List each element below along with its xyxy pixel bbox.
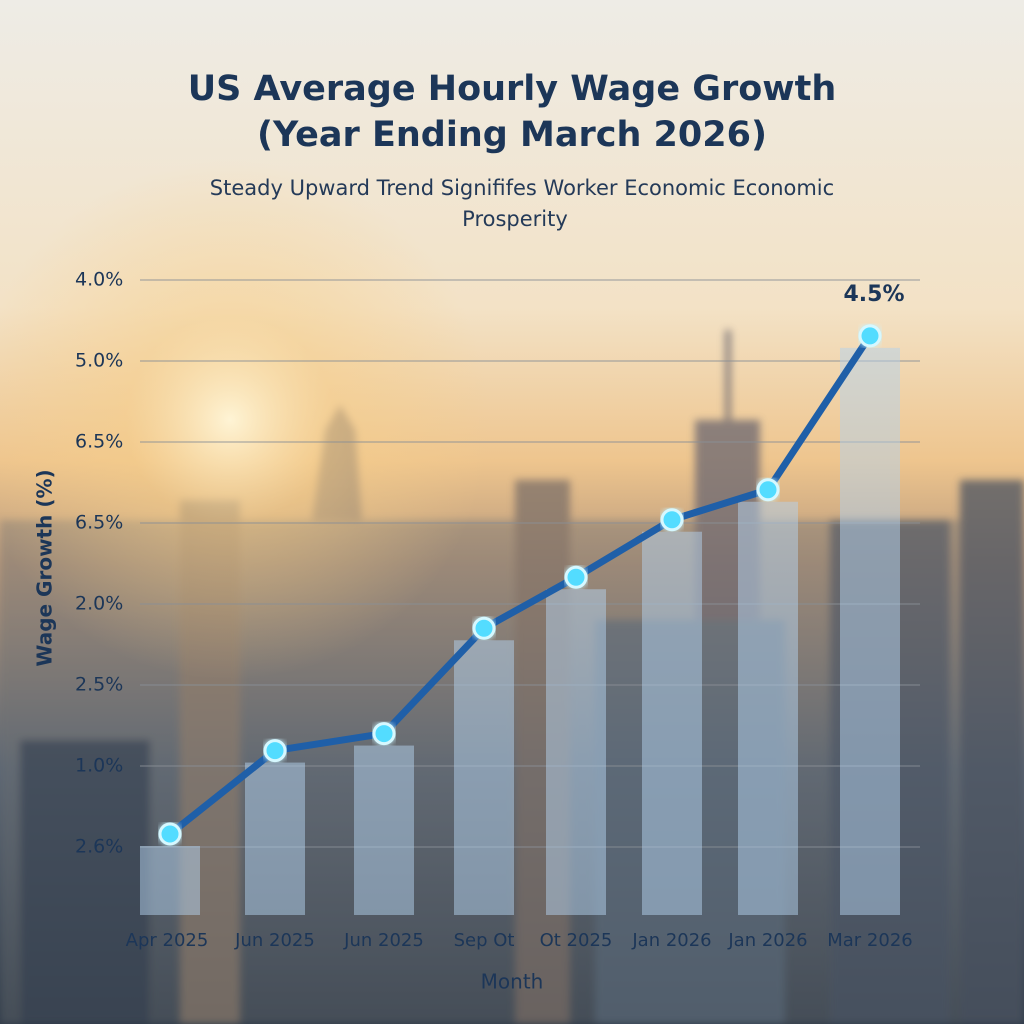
point bbox=[372, 722, 396, 746]
x-tick-label: Jun 2025 bbox=[234, 930, 315, 951]
bar bbox=[354, 745, 414, 915]
chart-title: US Average Hourly Wage Growth bbox=[188, 69, 837, 109]
bar bbox=[245, 762, 305, 915]
x-tick-label: Ot 2025 bbox=[540, 930, 613, 951]
x-tick-label: Jun 2025 bbox=[343, 930, 424, 951]
point bbox=[158, 822, 182, 846]
bar bbox=[140, 846, 200, 915]
point bbox=[263, 739, 287, 763]
x-tick-label: Jan 2026 bbox=[727, 930, 807, 951]
bar bbox=[546, 589, 606, 915]
y-axis-label: Wage Growth (%) bbox=[33, 469, 57, 666]
chart-subtitle: Prosperity bbox=[462, 207, 568, 231]
x-tick-label: Sep Ot bbox=[454, 930, 515, 951]
y-tick-label: 6.5% bbox=[75, 430, 123, 452]
annotation: 4.5% bbox=[843, 282, 904, 307]
y-tick-label: 2.0% bbox=[75, 592, 123, 614]
y-tick-label: 2.5% bbox=[75, 673, 123, 695]
y-tick-label: 5.0% bbox=[75, 349, 123, 371]
y-tick-label: 2.6% bbox=[75, 835, 123, 857]
bar bbox=[738, 501, 798, 915]
x-tick-label: Mar 2026 bbox=[827, 930, 913, 951]
bar bbox=[840, 347, 900, 915]
x-tick-label: Jan 2026 bbox=[631, 930, 711, 951]
line bbox=[167, 333, 873, 837]
x-axis-label: Month bbox=[481, 970, 544, 994]
point bbox=[756, 478, 780, 502]
bar bbox=[454, 640, 514, 915]
bar bbox=[642, 531, 702, 915]
y-tick-label: 1.0% bbox=[75, 754, 123, 776]
chart-subtitle: Steady Upward Trend Signififes Worker Ec… bbox=[210, 176, 834, 200]
y-tick-label: 4.0% bbox=[75, 268, 123, 290]
point bbox=[472, 616, 496, 640]
x-tick-label: Apr 2025 bbox=[126, 930, 209, 951]
point bbox=[858, 324, 882, 348]
point bbox=[660, 508, 684, 532]
point bbox=[564, 565, 588, 589]
chart-title: (Year Ending March 2026) bbox=[257, 115, 767, 155]
y-tick-label: 6.5% bbox=[75, 511, 123, 533]
